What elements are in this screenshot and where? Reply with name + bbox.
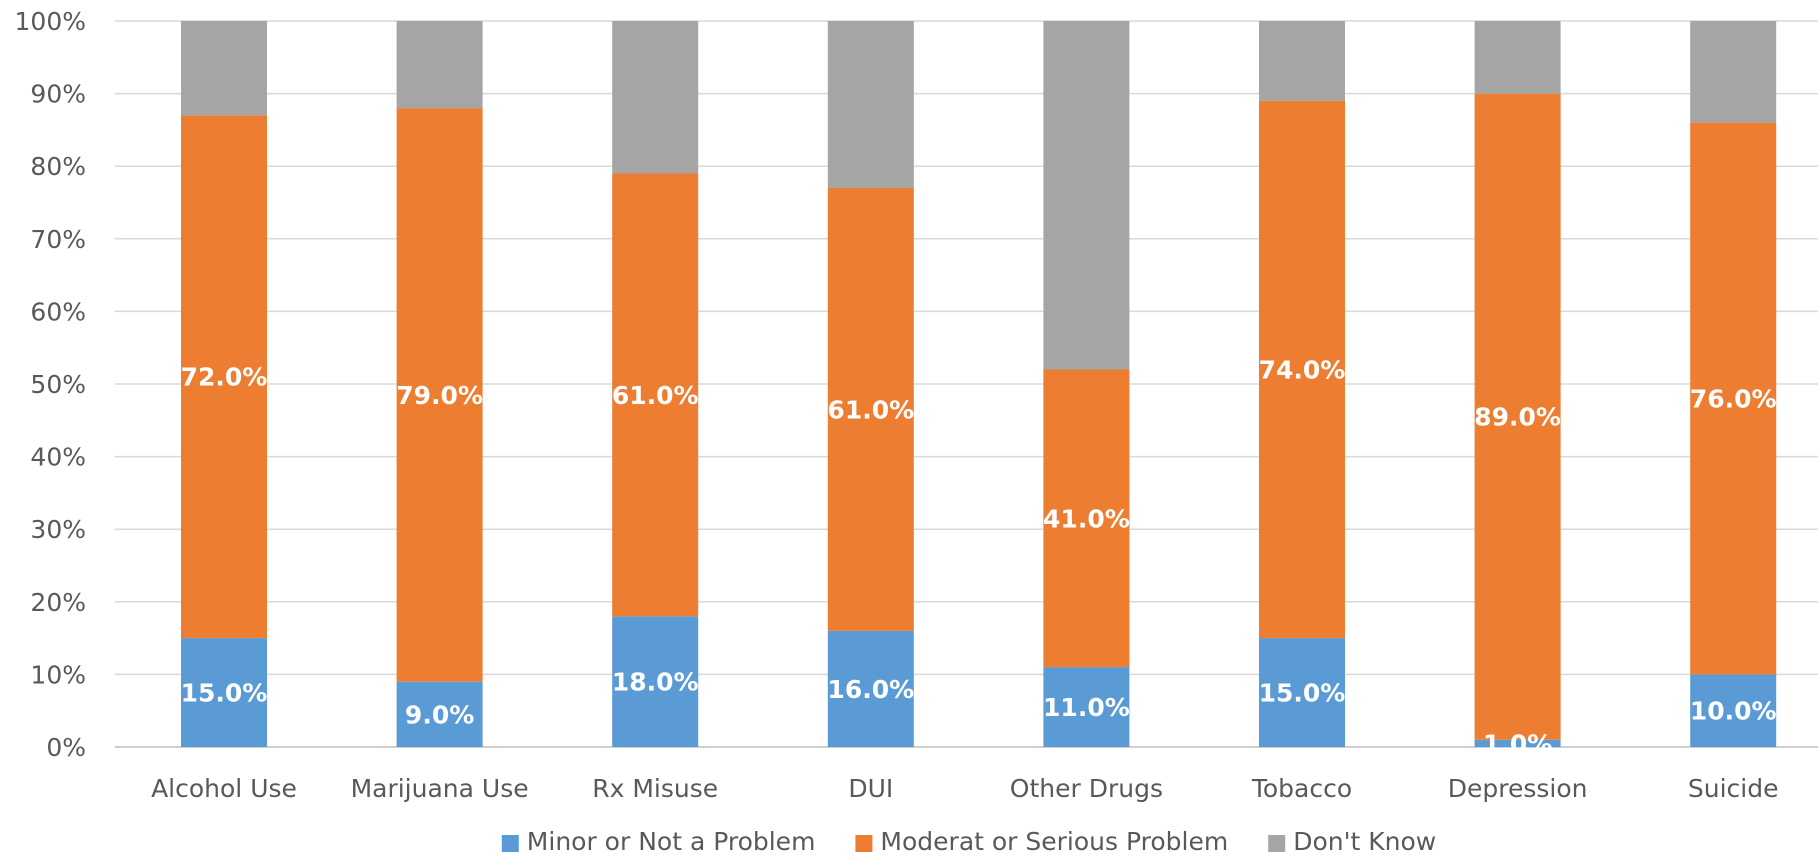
bar-segment [1043, 369, 1130, 668]
y-tick-label: 20% [30, 588, 86, 617]
y-tick-label: 90% [30, 80, 86, 109]
y-tick-label: 10% [30, 660, 86, 689]
bar-segment [1043, 21, 1130, 370]
data-label: 61.0% [612, 381, 699, 410]
x-category-label: DUI [848, 774, 893, 803]
bar-segment [396, 21, 483, 109]
data-label: 41.0% [1043, 504, 1130, 533]
legend-item: Minor or Not a Problem [501, 827, 816, 856]
data-label: 15.0% [181, 679, 268, 708]
legend-swatch [501, 835, 519, 852]
legend: Minor or Not a Problem Moderat or Serious… [501, 827, 1436, 856]
data-labels: 15.0% 72.0% 9.0% 79.0% 18.0% 61.0% 16.0% 61.0% 1… [181, 355, 1777, 758]
x-category-label: Depression [1448, 774, 1588, 803]
bar-segment [181, 21, 267, 116]
bar-segment [827, 21, 914, 188]
y-tick-label: 60% [30, 297, 86, 326]
gridlines [115, 20, 1818, 748]
x-category-label: Rx Misuse [592, 774, 718, 803]
legend-swatch [1268, 835, 1286, 852]
data-label: 16.0% [827, 675, 914, 704]
data-label: 11.0% [1043, 693, 1130, 722]
bar-segment [612, 21, 699, 174]
data-label: 79.0% [396, 381, 483, 410]
data-label: 9.0% [405, 700, 474, 729]
bar-segment [1474, 93, 1561, 740]
bar-segment [1690, 674, 1777, 747]
y-tick-label: 40% [30, 443, 86, 472]
y-tick-label: 30% [30, 515, 86, 544]
y-tick-label: 70% [30, 225, 86, 254]
bar-segment [612, 616, 699, 747]
bar-segment [181, 115, 267, 639]
x-category-label: Suicide [1688, 774, 1779, 803]
y-tick-label: 100% [15, 7, 86, 36]
data-label: 18.0% [612, 668, 699, 697]
data-label: 76.0% [1690, 385, 1777, 414]
data-label: 15.0% [1259, 679, 1346, 708]
x-category-label: Marijuana Use [351, 774, 529, 803]
y-tick-label: 80% [30, 152, 86, 181]
legend-item: Don't Know [1268, 827, 1436, 856]
data-label: 74.0% [1259, 355, 1346, 384]
bar-segment [1690, 122, 1777, 675]
data-label: 10.0% [1690, 697, 1777, 726]
bar-segment [827, 630, 914, 747]
x-category-label: Alcohol Use [151, 774, 297, 803]
data-label: 61.0% [827, 395, 914, 424]
bar-segment [1259, 638, 1345, 747]
bar-segment [1259, 21, 1345, 101]
legend-label: Don't Know [1293, 827, 1436, 856]
bar-segment [1474, 21, 1561, 94]
bar-segment [1259, 100, 1345, 639]
legend-label: Moderat or Serious Problem [880, 827, 1228, 856]
bar-segment [1043, 667, 1130, 747]
bar-segment [1474, 739, 1561, 747]
data-label: 89.0% [1474, 403, 1561, 432]
legend-label: Minor or Not a Problem [527, 827, 816, 856]
y-axis-ticks: 0% 10% 20% 30% 40% 50% 60% 70% 80% 90% 100% [15, 7, 86, 762]
y-tick-label: 0% [46, 733, 86, 762]
x-category-label: Tobacco [1251, 774, 1352, 803]
bar-segment [827, 187, 914, 631]
bar-segment [612, 173, 699, 617]
data-label: 72.0% [181, 363, 268, 392]
bar-segment [181, 638, 267, 747]
x-axis-categories: Alcohol Use Marijuana Use Rx Misuse DUI Othe… [151, 774, 1778, 803]
legend-item: Moderat or Serious Problem [855, 827, 1228, 856]
data-label: 1.0% [1483, 729, 1552, 758]
bar-segment [1690, 21, 1777, 123]
bar-segment [396, 108, 483, 682]
bar-segment [396, 681, 483, 747]
x-category-label: Other Drugs [1010, 774, 1163, 803]
legend-swatch [855, 835, 873, 852]
bars [181, 21, 1777, 747]
y-tick-label: 50% [30, 370, 86, 399]
